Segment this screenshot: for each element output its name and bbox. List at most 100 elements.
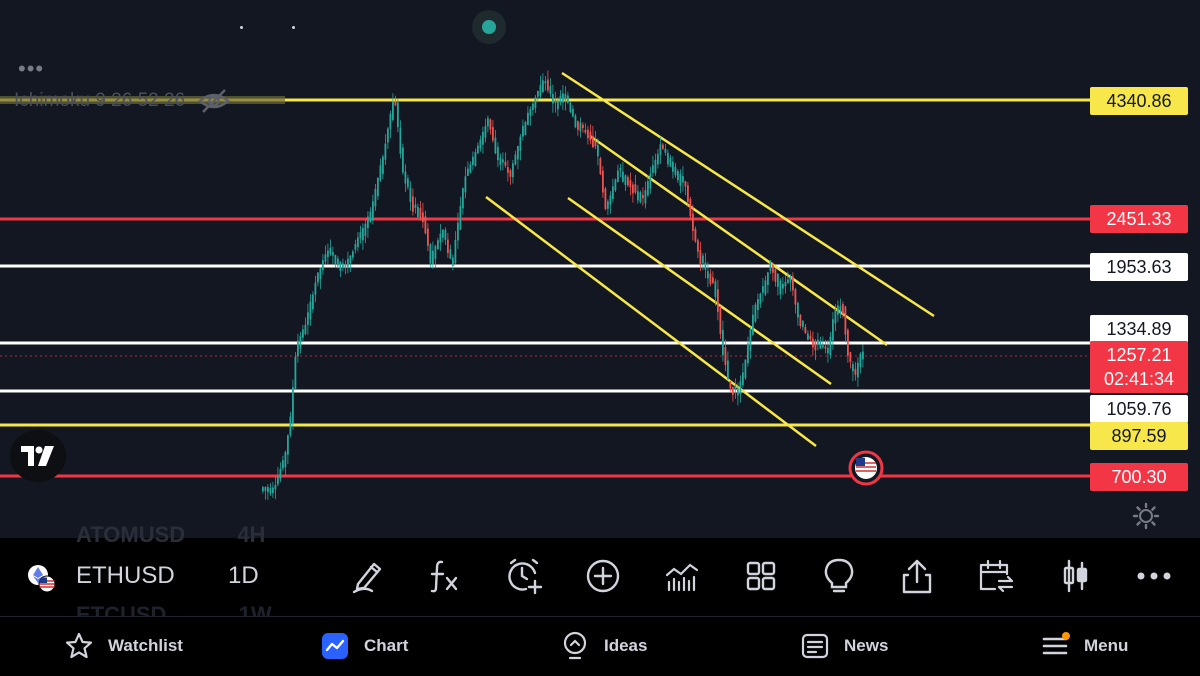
candle-body bbox=[794, 289, 797, 305]
bar-countdown: 02:41:34 bbox=[1103, 369, 1175, 389]
candle-body bbox=[499, 157, 502, 165]
candle-body bbox=[469, 164, 472, 173]
nav-ideas-label: Ideas bbox=[604, 636, 648, 655]
candle-body bbox=[302, 329, 304, 338]
candle-body bbox=[339, 261, 342, 271]
candle-body bbox=[827, 347, 829, 354]
price-tag-level: 1953.63 bbox=[1090, 253, 1188, 281]
add-plus-icon[interactable] bbox=[584, 556, 622, 596]
candle-body bbox=[399, 127, 402, 154]
candle-body bbox=[742, 372, 744, 386]
notification-badge bbox=[1062, 632, 1070, 640]
chart-type-icon[interactable] bbox=[663, 556, 701, 596]
lightbulb-icon bbox=[560, 631, 590, 661]
candle-body bbox=[437, 240, 439, 250]
candle-body bbox=[789, 276, 792, 283]
indicators-fx-icon[interactable] bbox=[426, 556, 464, 596]
candle-body bbox=[822, 345, 824, 348]
candle-body bbox=[704, 262, 707, 270]
candle-body bbox=[854, 368, 857, 375]
candle-body bbox=[674, 166, 677, 176]
nav-watchlist[interactable]: Watchlist bbox=[64, 618, 183, 674]
ideas-lightbulb-icon[interactable] bbox=[820, 556, 858, 596]
candle-body bbox=[817, 339, 819, 345]
candle-body bbox=[712, 277, 714, 283]
candle-body bbox=[752, 314, 754, 335]
candle-body bbox=[454, 239, 457, 263]
symbol-name[interactable]: ETHUSD bbox=[76, 562, 175, 589]
candle-body bbox=[407, 178, 409, 188]
candle-body bbox=[729, 380, 732, 389]
candle-body bbox=[727, 360, 729, 380]
candles-icon[interactable] bbox=[1056, 556, 1094, 596]
star-icon bbox=[64, 631, 94, 661]
nav-menu[interactable]: Menu bbox=[1040, 618, 1128, 674]
nav-chart[interactable]: Chart bbox=[320, 618, 408, 674]
candle-body bbox=[604, 188, 607, 210]
candle-body bbox=[689, 198, 692, 217]
candle-body bbox=[622, 171, 624, 182]
indicator-band bbox=[0, 96, 285, 104]
market-status-indicator[interactable] bbox=[472, 10, 506, 44]
candle-body bbox=[632, 184, 634, 194]
nav-chart-label: Chart bbox=[364, 636, 409, 655]
candle-body bbox=[282, 460, 284, 469]
candle-body bbox=[372, 201, 374, 221]
candle-body bbox=[679, 174, 682, 186]
candle-body bbox=[599, 158, 602, 174]
candle-body bbox=[634, 184, 637, 193]
candle-body bbox=[347, 258, 349, 267]
interval-selector[interactable]: 1D bbox=[228, 562, 259, 589]
price-chart[interactable] bbox=[0, 0, 1200, 535]
candle-body bbox=[579, 122, 582, 132]
prev-interval: 4H bbox=[237, 522, 266, 547]
share-icon[interactable] bbox=[898, 556, 936, 596]
candle-body bbox=[739, 381, 742, 395]
candle-body bbox=[502, 159, 504, 163]
nav-news[interactable]: News bbox=[800, 618, 888, 674]
price-tag-level: 700.30 bbox=[1090, 463, 1188, 491]
candle-body bbox=[637, 191, 639, 201]
chart-area[interactable]: ••• Ichimoku 9 26 52 26 4340.86 2451.33 … bbox=[0, 0, 1200, 535]
indicator-label: Ichimoku 9 26 52 26 bbox=[14, 90, 186, 111]
candle-body bbox=[714, 281, 717, 298]
legend-more-icon[interactable]: ••• bbox=[18, 56, 45, 81]
candle-body bbox=[657, 154, 659, 165]
drawing-pen-icon[interactable] bbox=[349, 556, 387, 596]
candle-body bbox=[839, 306, 842, 315]
candle-body bbox=[519, 136, 522, 151]
candle-body bbox=[857, 362, 859, 378]
replay-calendar-icon[interactable] bbox=[977, 556, 1015, 596]
more-icon[interactable] bbox=[1135, 556, 1173, 596]
candle-body bbox=[647, 181, 649, 196]
candle-body bbox=[744, 359, 747, 379]
nav-ideas[interactable]: Ideas bbox=[560, 618, 647, 674]
candle-body bbox=[459, 206, 462, 230]
add-alert-icon[interactable] bbox=[505, 556, 543, 596]
candle-body bbox=[554, 99, 557, 103]
candle-body bbox=[527, 112, 529, 125]
candle-body bbox=[614, 179, 617, 191]
candle-body bbox=[529, 109, 532, 116]
layouts-grid-icon[interactable] bbox=[742, 556, 780, 596]
tradingview-logo[interactable] bbox=[10, 430, 66, 482]
candle-body bbox=[717, 289, 719, 312]
candle-body bbox=[862, 351, 864, 360]
candle-body bbox=[299, 336, 302, 349]
candle-body bbox=[489, 119, 492, 130]
nav-menu-label: Menu bbox=[1084, 636, 1129, 655]
indicator-legend[interactable]: Ichimoku 9 26 52 26 bbox=[14, 88, 231, 114]
channel-trendline bbox=[567, 196, 832, 386]
candle-body bbox=[834, 308, 837, 324]
candle-body bbox=[277, 476, 279, 485]
symbol-scroll-prev[interactable]: ATOMUSD 4H bbox=[76, 522, 265, 548]
eye-hidden-icon[interactable] bbox=[197, 88, 231, 114]
candle-body bbox=[504, 161, 507, 166]
candle-body bbox=[334, 255, 337, 265]
candle-body bbox=[749, 329, 752, 351]
candle-body bbox=[497, 146, 499, 161]
settings-gear-icon[interactable] bbox=[1132, 502, 1160, 530]
candle-body bbox=[309, 301, 312, 320]
candle-body bbox=[754, 304, 757, 322]
candle-body bbox=[844, 306, 847, 335]
